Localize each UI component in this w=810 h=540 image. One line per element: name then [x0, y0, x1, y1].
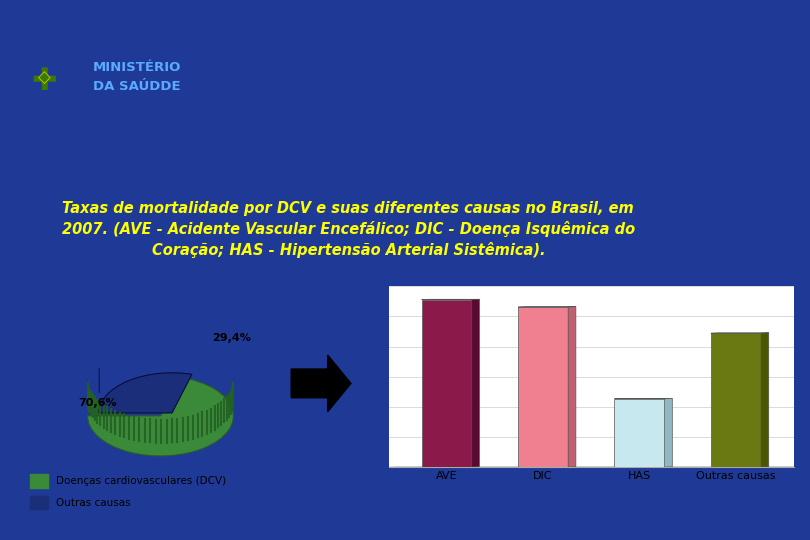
Polygon shape — [568, 307, 576, 467]
Text: MINISTÉRIO: MINISTÉRIO — [93, 61, 181, 74]
Bar — [30, 496, 48, 509]
Polygon shape — [471, 299, 480, 467]
Text: 30%: 30% — [520, 487, 553, 501]
FancyArrow shape — [292, 355, 351, 411]
Polygon shape — [87, 378, 233, 443]
Text: 29,4%: 29,4% — [212, 333, 251, 343]
Bar — [30, 474, 48, 488]
Text: Taxas de mortalidade por DCV e suas diferentes causas no Brasil, em
2007. (AVE -: Taxas de mortalidade por DCV e suas dife… — [62, 201, 635, 259]
Text: DA SAÚDDE: DA SAÚDDE — [93, 80, 181, 93]
Wedge shape — [87, 377, 233, 456]
Polygon shape — [664, 399, 672, 467]
Polygon shape — [87, 382, 233, 443]
Bar — [615, 399, 664, 467]
Wedge shape — [99, 373, 192, 413]
Text: ◇: ◇ — [38, 69, 51, 87]
Bar — [518, 307, 568, 467]
Text: Outras causas: Outras causas — [57, 497, 131, 508]
Polygon shape — [761, 333, 769, 467]
Text: ✚: ✚ — [32, 66, 58, 96]
Text: 31,4%: 31,4% — [407, 487, 455, 501]
Text: 70,6%: 70,6% — [78, 399, 117, 408]
Text: 12,8%: 12,8% — [618, 487, 666, 501]
Text: Doenças cardiovasculares (DCV): Doenças cardiovasculares (DCV) — [57, 476, 227, 485]
Text: 25,1%: 25,1% — [723, 487, 771, 501]
Bar — [711, 333, 761, 467]
Bar — [421, 300, 471, 467]
